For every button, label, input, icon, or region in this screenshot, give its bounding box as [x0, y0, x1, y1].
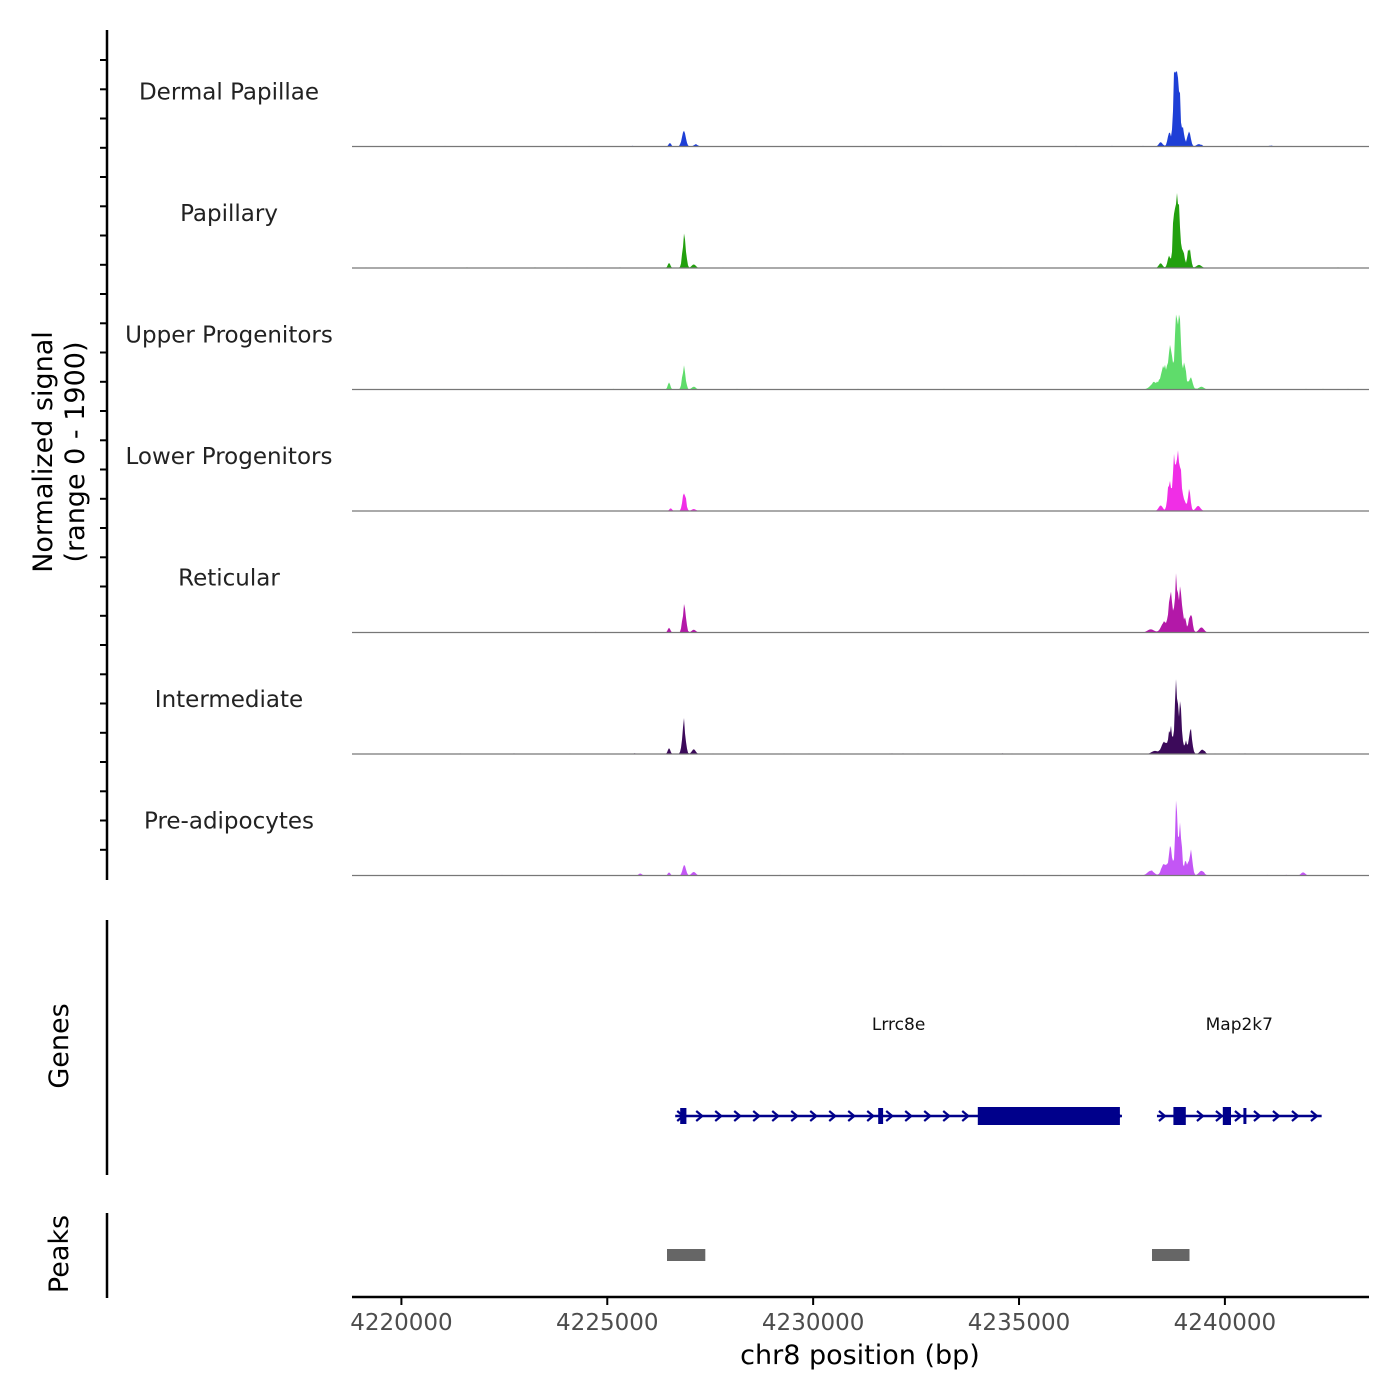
strand-arrow	[828, 1110, 837, 1122]
strand-arrow	[866, 1110, 875, 1122]
strand-arrow	[847, 1110, 856, 1122]
gene-label: Lrrc8e	[872, 1015, 925, 1035]
strand-arrow	[1310, 1110, 1319, 1122]
coverage-area	[352, 314, 1369, 390]
gene-exon	[680, 1108, 687, 1124]
strand-arrow	[942, 1110, 951, 1122]
strand-arrow	[904, 1110, 913, 1122]
gene-exon	[1243, 1108, 1247, 1124]
strand-arrow	[752, 1110, 761, 1122]
gene-label: Map2k7	[1206, 1015, 1273, 1035]
strand-arrow	[1253, 1110, 1262, 1122]
strand-arrow	[1291, 1110, 1300, 1122]
strand-arrow	[714, 1110, 723, 1122]
track-label: Pre-adipocytes	[144, 809, 314, 835]
strand-arrow	[1158, 1110, 1167, 1122]
strand-arrow	[961, 1110, 970, 1122]
coverage-track	[352, 314, 1369, 391]
x-tick-label: 4225000	[556, 1310, 658, 1336]
track-label: Upper Progenitors	[125, 323, 333, 349]
x-tick-label: 4235000	[968, 1310, 1070, 1336]
gene-exon	[1222, 1107, 1231, 1125]
coverage-area	[352, 193, 1369, 268]
peaks-track: Peaks	[44, 1213, 1190, 1298]
coverage-track	[352, 679, 1369, 755]
strand-arrow	[923, 1110, 932, 1122]
strand-arrow	[1272, 1110, 1281, 1122]
strand-arrow	[809, 1110, 818, 1122]
strand-arrow	[1215, 1110, 1224, 1122]
gene-exon	[878, 1108, 884, 1124]
coverage-track	[352, 800, 1369, 877]
strand-arrow	[790, 1110, 799, 1122]
strand-arrow	[885, 1110, 894, 1122]
x-axis: 4220000 4225000 4230000 4235000 4240000	[350, 1295, 1369, 1336]
coverage-area	[352, 71, 1369, 147]
track-label: Lower Progenitors	[126, 444, 333, 470]
strand-arrow	[771, 1110, 780, 1122]
gene-exon	[977, 1107, 1120, 1125]
peak-region	[1152, 1249, 1190, 1261]
coverage-area	[352, 573, 1369, 633]
strand-arrow	[733, 1110, 742, 1122]
strand-arrow	[1234, 1110, 1243, 1122]
y-axis-subtitle: (range 0 - 1900)	[60, 342, 91, 563]
coverage-track	[352, 573, 1369, 634]
coverage-track	[352, 193, 1369, 269]
genes-track-title: Genes	[44, 1003, 75, 1088]
gene-model: Map2k7	[1156, 1015, 1322, 1125]
track-label: Intermediate	[155, 687, 303, 713]
track-label: Dermal Papillae	[139, 80, 319, 106]
gene-model: Lrrc8e	[675, 1015, 1122, 1125]
coverage-area	[352, 800, 1369, 876]
track-label: Papillary	[180, 201, 278, 227]
x-tick-label: 4240000	[1174, 1310, 1276, 1336]
peak-region	[667, 1249, 706, 1261]
y-axis-title: Normalized signal	[28, 331, 59, 573]
strand-arrow	[695, 1110, 704, 1122]
genes-track: Genes Lrrc8e Map2k7	[44, 920, 1322, 1175]
x-tick-label: 4220000	[350, 1310, 452, 1336]
x-axis-title: chr8 position (bp)	[740, 1340, 980, 1371]
peaks-track-title: Peaks	[44, 1215, 75, 1293]
track-label: Reticular	[178, 566, 280, 592]
coverage-track	[352, 71, 1369, 148]
coverage-area	[352, 679, 1369, 754]
coverage-y-axis	[100, 30, 109, 880]
track-labels: Dermal Papillae Papillary Upper Progenitor…	[125, 80, 333, 835]
coverage-track	[352, 450, 1369, 512]
strand-arrow	[1196, 1110, 1205, 1122]
gene-exon	[1173, 1107, 1186, 1125]
x-tick-label: 4230000	[762, 1310, 864, 1336]
coverage-tracks	[352, 71, 1369, 877]
coverage-area	[352, 450, 1369, 511]
